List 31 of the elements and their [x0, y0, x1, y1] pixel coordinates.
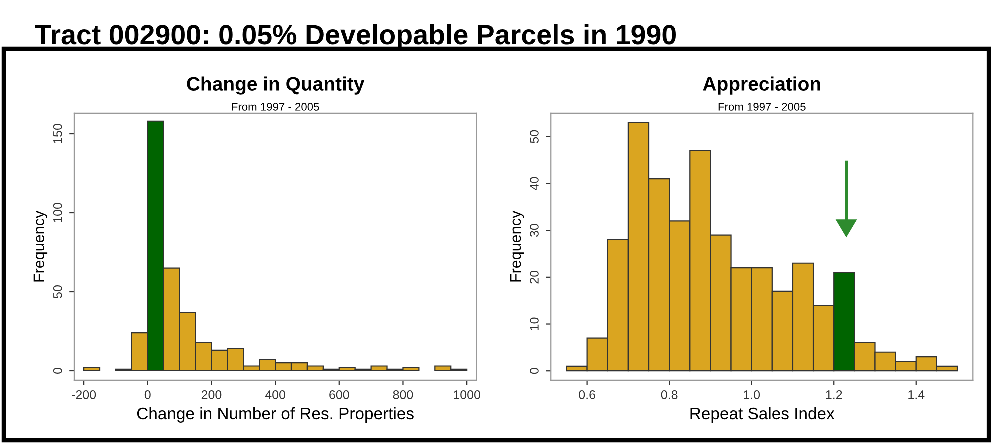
x-tick-label: 0: [144, 390, 151, 400]
y-tick-label: 0: [53, 368, 62, 374]
x-tick-label: 400: [265, 390, 286, 400]
y-tick-label: 0: [530, 368, 539, 374]
x-tick-label: 200: [202, 390, 222, 400]
x-tick-label: 1.2: [826, 390, 842, 400]
y-axis-title: Frequency: [510, 210, 524, 282]
x-tick-label: 0.8: [661, 390, 678, 400]
x-tick-label: 600: [330, 390, 350, 400]
text: Tract 002900: 0.05% Developable Parcels in 1990: [35, 24, 676, 50]
y-tick-label: 10: [530, 318, 539, 330]
x-tick-label: 800: [393, 390, 414, 400]
y-tick-label: 150: [53, 124, 62, 144]
x-tick-label: 1.4: [908, 390, 925, 400]
y-tick-label: 100: [53, 203, 62, 222]
y-axis-title: Frequency: [34, 210, 48, 282]
x-tick-label: 1000: [454, 390, 480, 400]
x-tick-label: 0.6: [579, 390, 596, 400]
chart-title: Change in Quantity: [187, 76, 365, 95]
y-tick-label: 30: [530, 224, 539, 238]
y-tick-label: 50: [53, 286, 62, 298]
chart-subtitle: From 1997 - 2005: [718, 103, 806, 111]
x-axis-title: Repeat Sales Index: [690, 407, 835, 423]
y-tick-label: 40: [530, 177, 539, 190]
x-tick-label: -200: [72, 390, 96, 400]
chart-subtitle: From 1997 - 2005: [232, 103, 320, 111]
x-tick-label: 1.0: [744, 390, 760, 400]
x-axis-title: Change in Number of Res. Properties: [137, 407, 414, 423]
y-tick-label: 50: [530, 130, 539, 144]
chart-title: Appreciation: [703, 76, 820, 95]
y-tick-label: 20: [530, 270, 539, 284]
